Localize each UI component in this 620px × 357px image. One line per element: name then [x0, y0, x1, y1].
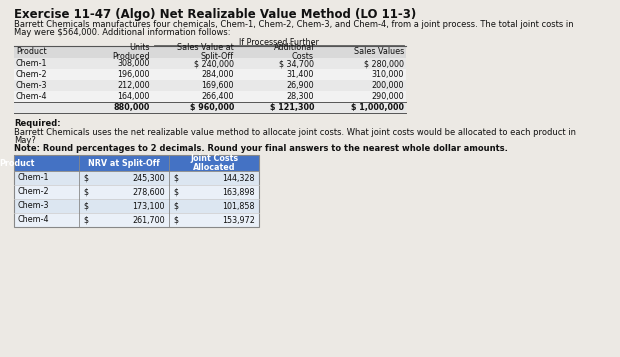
Text: 196,000: 196,000 — [118, 70, 150, 79]
Text: $ 121,300: $ 121,300 — [270, 103, 314, 112]
Bar — [14, 185, 259, 199]
Text: 163,898: 163,898 — [223, 187, 255, 196]
Bar — [14, 213, 259, 227]
Text: $: $ — [83, 174, 88, 182]
Bar — [14, 91, 406, 102]
Text: 200,000: 200,000 — [371, 81, 404, 90]
Text: 164,000: 164,000 — [118, 92, 150, 101]
Text: May?: May? — [14, 136, 36, 145]
Text: 101,858: 101,858 — [223, 201, 255, 211]
Text: Sales Values: Sales Values — [354, 47, 404, 56]
Text: Chem-1: Chem-1 — [16, 59, 48, 68]
Text: $: $ — [173, 216, 178, 225]
Text: Sales Value at
Split-Off: Sales Value at Split-Off — [177, 42, 234, 61]
Text: 28,300: 28,300 — [286, 92, 314, 101]
Text: Chem-3: Chem-3 — [16, 81, 48, 90]
Text: 144,328: 144,328 — [223, 174, 255, 182]
Text: Note: Round percentages to 2 decimals. Round your final answers to the nearest w: Note: Round percentages to 2 decimals. R… — [14, 144, 508, 153]
Text: Barrett Chemicals manufactures four chemicals, Chem-1, Chem-2, Chem-3, and Chem-: Barrett Chemicals manufactures four chem… — [14, 20, 574, 29]
Text: 261,700: 261,700 — [133, 216, 165, 225]
Text: 880,000: 880,000 — [113, 103, 150, 112]
Bar — [14, 102, 406, 113]
Bar — [14, 46, 406, 58]
Text: Required:: Required: — [14, 119, 61, 128]
Text: Units
Produced: Units Produced — [112, 42, 150, 61]
Text: 212,000: 212,000 — [117, 81, 150, 90]
Text: NRV at Split-Off: NRV at Split-Off — [88, 159, 160, 167]
Text: Chem-3: Chem-3 — [17, 201, 48, 211]
Bar — [14, 171, 259, 185]
Text: 245,300: 245,300 — [133, 174, 165, 182]
Text: 169,600: 169,600 — [202, 81, 234, 90]
Text: Chem-4: Chem-4 — [16, 92, 48, 101]
Text: $ 280,000: $ 280,000 — [364, 59, 404, 68]
Text: May were $564,000. Additional information follows:: May were $564,000. Additional informatio… — [14, 28, 231, 37]
Text: $ 34,700: $ 34,700 — [279, 59, 314, 68]
Text: 310,000: 310,000 — [371, 70, 404, 79]
Text: $: $ — [83, 187, 88, 196]
Text: 173,100: 173,100 — [133, 201, 165, 211]
Text: Chem-1: Chem-1 — [17, 174, 48, 182]
Text: Additional
Costs: Additional Costs — [273, 42, 314, 61]
Bar — [14, 155, 259, 171]
Text: 31,400: 31,400 — [286, 70, 314, 79]
Text: Product: Product — [0, 159, 35, 167]
Text: 284,000: 284,000 — [202, 70, 234, 79]
Text: 278,600: 278,600 — [133, 187, 165, 196]
Bar — [14, 69, 406, 80]
Text: $: $ — [83, 216, 88, 225]
Text: 308,000: 308,000 — [118, 59, 150, 68]
Text: Joint Costs
Allocated: Joint Costs Allocated — [190, 154, 238, 172]
Text: 290,000: 290,000 — [371, 92, 404, 101]
Text: Chem-4: Chem-4 — [17, 216, 48, 225]
Bar — [14, 80, 406, 91]
Text: $: $ — [83, 201, 88, 211]
Text: Barrett Chemicals uses the net realizable value method to allocate joint costs. : Barrett Chemicals uses the net realizabl… — [14, 128, 576, 137]
Text: Product: Product — [16, 47, 46, 56]
Text: $ 1,000,000: $ 1,000,000 — [351, 103, 404, 112]
Text: 153,972: 153,972 — [222, 216, 255, 225]
Text: $ 960,000: $ 960,000 — [190, 103, 234, 112]
Text: If Processed Further: If Processed Further — [239, 38, 319, 47]
Text: 26,900: 26,900 — [286, 81, 314, 90]
Text: $: $ — [173, 187, 178, 196]
Text: $ 240,000: $ 240,000 — [194, 59, 234, 68]
Text: Chem-2: Chem-2 — [16, 70, 48, 79]
Text: $: $ — [173, 174, 178, 182]
Text: 266,400: 266,400 — [202, 92, 234, 101]
Bar — [14, 58, 406, 69]
Text: Chem-2: Chem-2 — [17, 187, 48, 196]
Text: Exercise 11-47 (Algo) Net Realizable Value Method (LO 11-3): Exercise 11-47 (Algo) Net Realizable Val… — [14, 8, 416, 21]
Bar — [14, 155, 259, 227]
Text: $: $ — [173, 201, 178, 211]
Bar — [14, 199, 259, 213]
